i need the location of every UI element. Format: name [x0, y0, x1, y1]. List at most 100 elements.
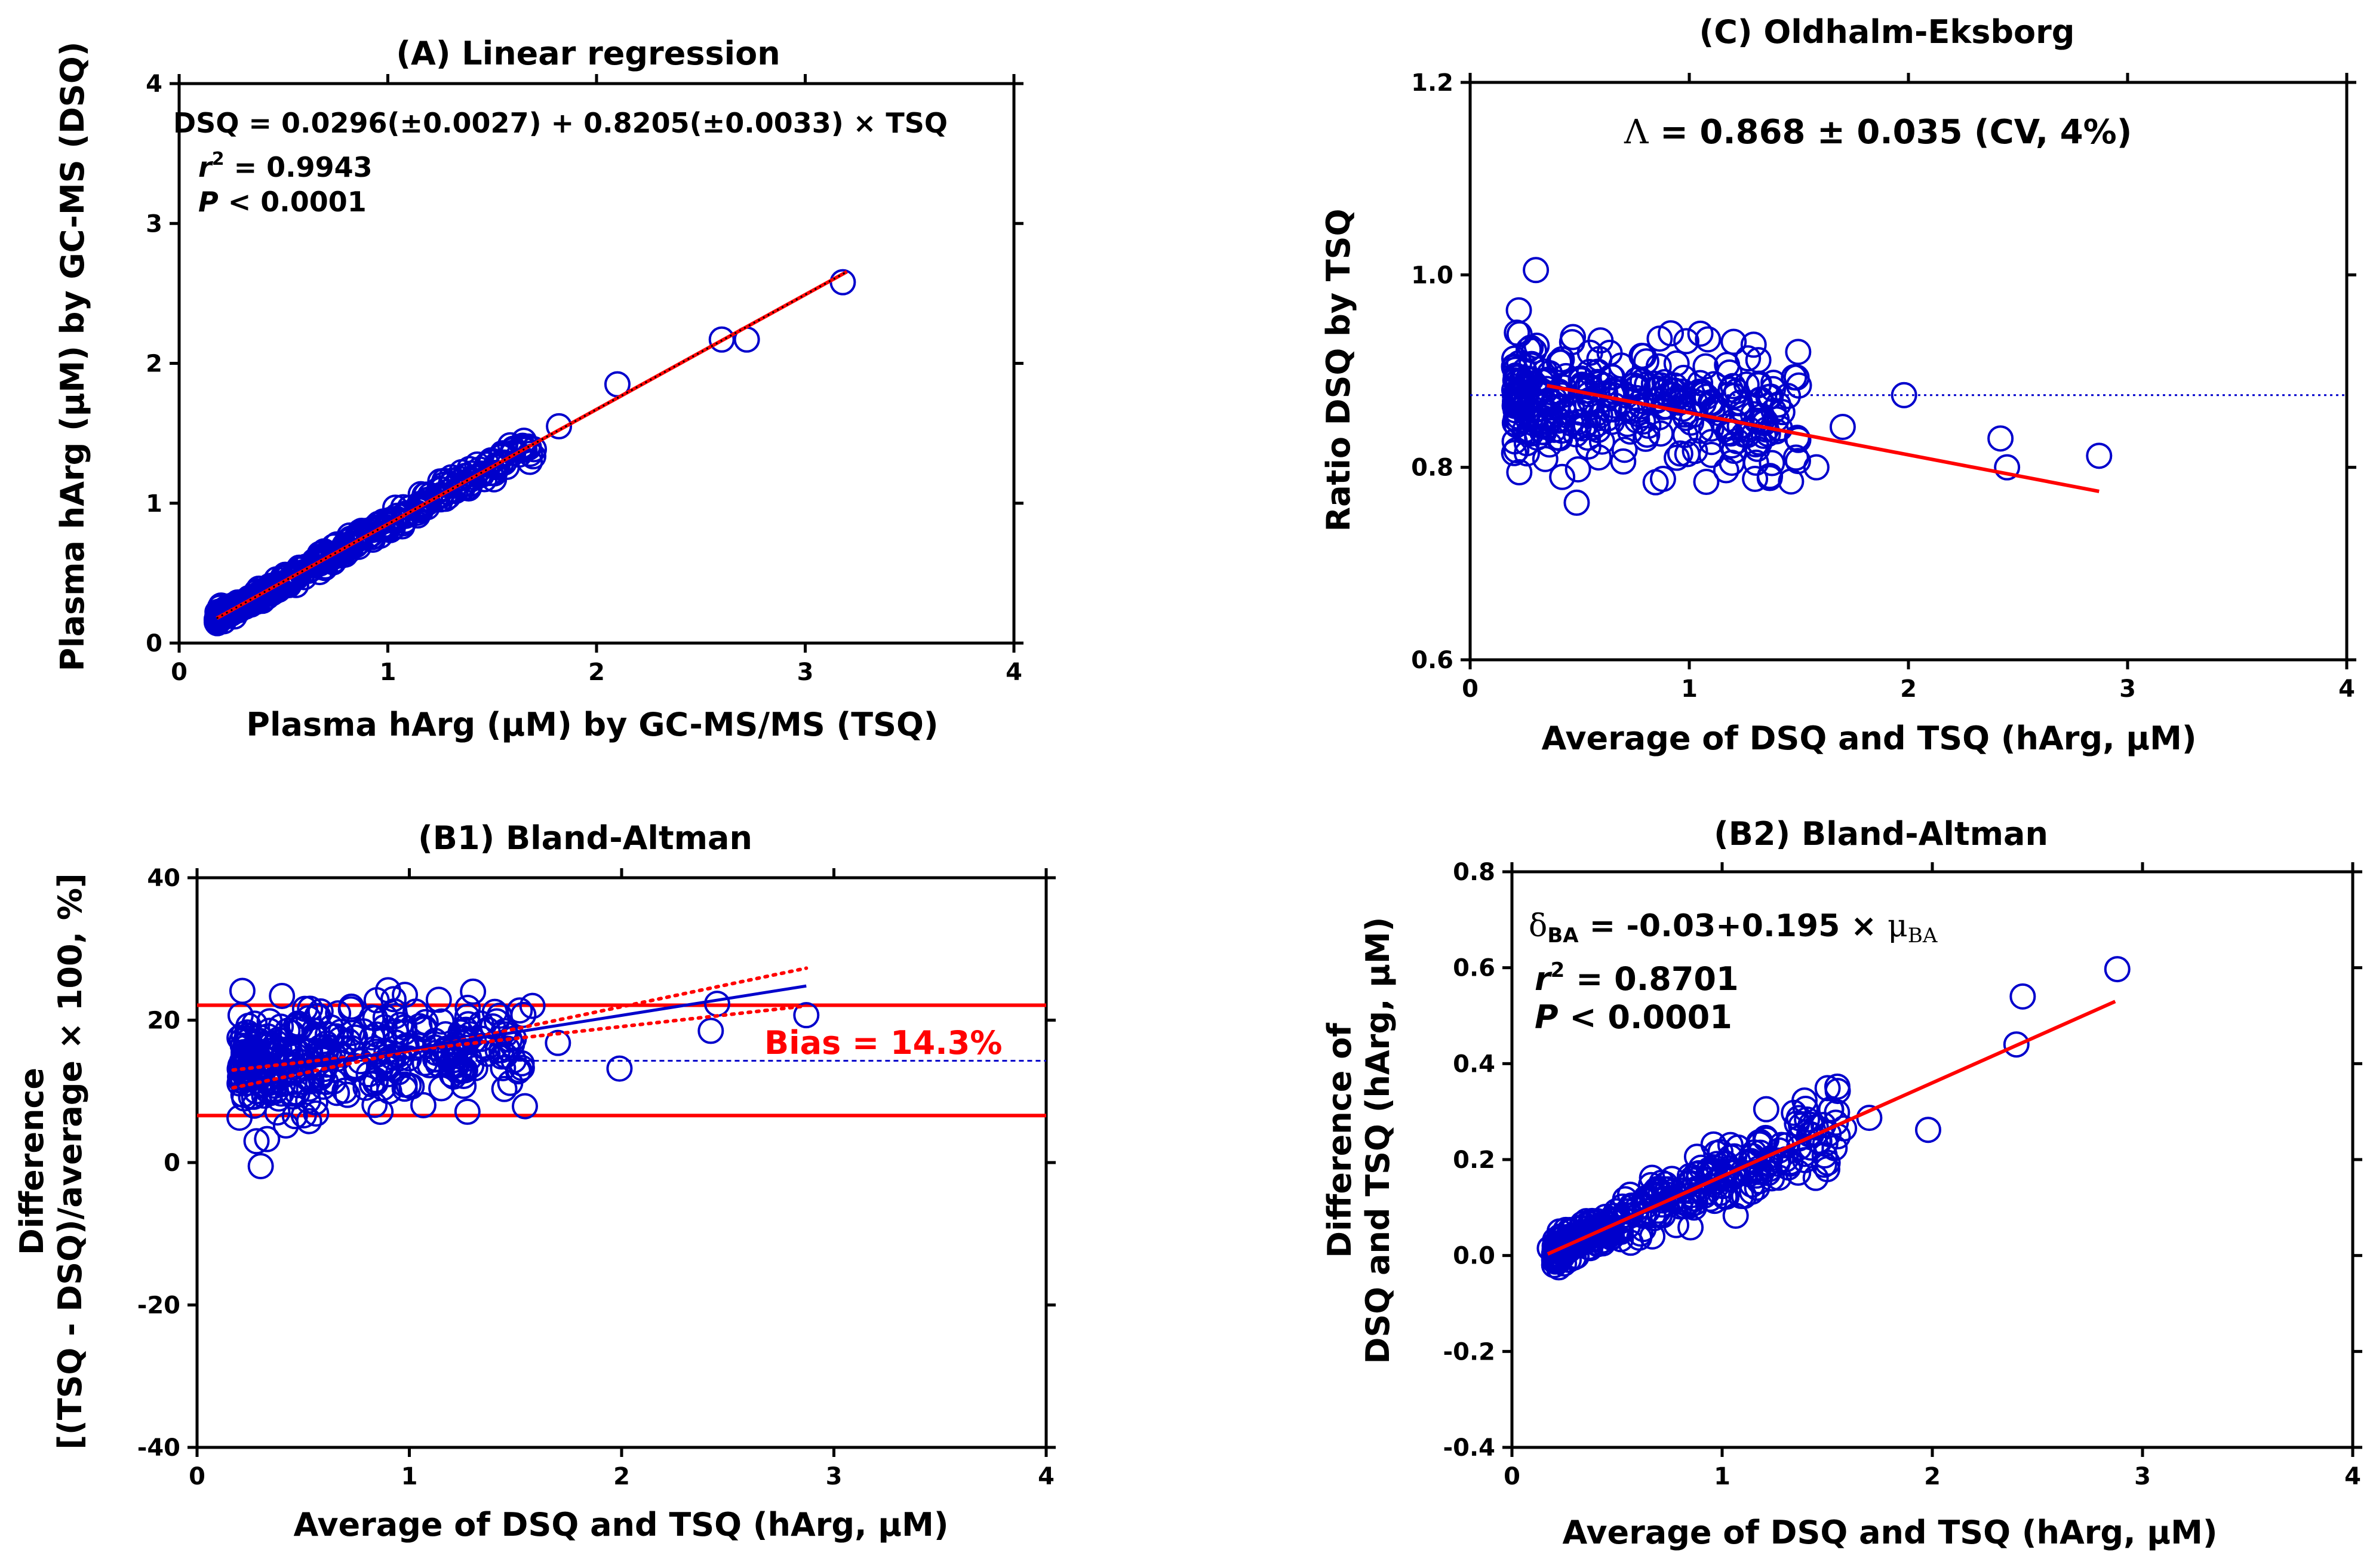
panel-b1-data-point [697, 1017, 724, 1044]
panel-b2-data-point [2009, 983, 2036, 1010]
panel-b1-data-point [278, 1019, 305, 1046]
panel-b1-data-point [391, 1014, 418, 1041]
panel-b1-data-point [793, 1002, 820, 1029]
panel-c-data-point [1785, 426, 1812, 453]
panel-c-data-point [1629, 368, 1656, 395]
panel-a-data-point [282, 561, 309, 588]
panel-c-data-point [1695, 326, 1722, 353]
panel-c-data-point [1532, 358, 1559, 385]
panel-c-data-point [1628, 343, 1655, 370]
panel-b1-x-tick-label: 4 [1038, 1463, 1055, 1490]
panel-b1-title: (B1) Bland-Altman [418, 819, 752, 857]
panel-c-y-tick-label: 1.0 [1411, 262, 1453, 289]
panel-b2-data-point [1745, 1155, 1772, 1182]
panel-c-data-point [1655, 382, 1682, 408]
panel-b1-data-point [261, 1042, 288, 1069]
panel-b1-data-point [506, 1057, 533, 1084]
panel-c-data-point [1687, 417, 1714, 444]
panel-b2-y-tick-label: 0.8 [1453, 859, 1495, 886]
panel-a-data-point [210, 599, 236, 626]
panel-c-data-point [1523, 333, 1550, 359]
panel-c-title: (C) Oldhalm-Eksborg [1699, 13, 2075, 51]
panel-c-regression-line [1546, 383, 2100, 493]
panel-b1-x-tick-label: 3 [826, 1463, 843, 1490]
panel-c-data-point [1785, 372, 1812, 399]
panel-b2-x-tick-label: 2 [1924, 1463, 1941, 1490]
panel-a-data-point [451, 470, 478, 497]
panel-b1-ci-lower-line [231, 1004, 809, 1072]
panel-b1-data-point [451, 1057, 478, 1084]
panel-c-data-point [1714, 352, 1741, 379]
panel-c-data-point [1544, 379, 1570, 405]
panel-c-data-point [1634, 371, 1661, 398]
panel-a-data-point [514, 434, 541, 461]
panel-b1-data-point [269, 982, 296, 1009]
panel-b1-data-point [395, 1045, 422, 1072]
panel-c-data-point [1987, 425, 2014, 452]
panel-b1-data-point [494, 1035, 521, 1062]
panel-a-x-tick-label: 4 [1006, 659, 1022, 686]
panel-b2-data-point [1627, 1220, 1654, 1247]
panel-c-data-point [1576, 339, 1603, 366]
panel-a-y-tick-label: 4 [146, 70, 162, 98]
panel-b1-data-point [454, 994, 481, 1021]
panel-a-data-point [392, 502, 419, 529]
panel-b1-regression-line [233, 984, 807, 1079]
panel-b2-data-point [1557, 1216, 1584, 1243]
panel-c-data-point [1635, 413, 1662, 439]
panel-b2-data-point [2003, 1031, 2030, 1058]
panel-b1-data-point [412, 1009, 439, 1035]
panel-b2-y-axis-label-line1: Difference of [1321, 1023, 1358, 1258]
panel-b1-data-point [303, 1100, 330, 1127]
panel-b1-x-tick-label: 1 [401, 1463, 418, 1490]
panel-c-data-point [1506, 459, 1533, 485]
panel-b2-data-point [1541, 1252, 1567, 1278]
panel-c-data-point [1549, 463, 1576, 490]
panel-b2-x-tick-label: 4 [2344, 1463, 2361, 1490]
panel-c-y-tick-label: 1.2 [1411, 69, 1453, 97]
panel-c-lambda-symbol: Λ [1624, 113, 1649, 152]
panel-b1-data-point [432, 1021, 459, 1048]
panel-b2-plot-area: 0 1 2 3 4 -0.4 -0.2 0.0 0.2 0.4 0.6 0.8 [1443, 859, 2362, 1490]
panel-b2-p-label: P [1535, 998, 1559, 1036]
panel-b1-x-tick-label: 2 [613, 1463, 630, 1490]
panel-c-data-point [1692, 353, 1719, 380]
panel-c-data-point [1645, 353, 1672, 380]
panel-b1-data-point [398, 1073, 425, 1100]
panel-b2-data-point [1814, 1075, 1841, 1102]
panel-b1-data-point [229, 977, 256, 1004]
panel-b1-data-point [374, 977, 401, 1004]
panel-b1-data-point [450, 1072, 477, 1099]
panel-b1-data-point [545, 1029, 571, 1056]
panel-a-title: (A) Linear regression [396, 35, 780, 72]
panel-b2-data-point [1766, 1137, 1793, 1164]
panel-b1-data-point [243, 1128, 270, 1155]
panel-b1-data-point [334, 1081, 361, 1108]
panel-a-data-point [311, 555, 338, 582]
panel-b1-data-point [226, 1104, 253, 1131]
panel-b1-data-point [254, 1126, 281, 1152]
panel-a-data-point [377, 506, 404, 533]
panel-b2-y-tick-label: 0.4 [1453, 1050, 1495, 1078]
panel-b1-data-point [491, 1075, 518, 1102]
panel-b1-x-tick-label: 0 [189, 1463, 205, 1490]
panel-a-data-point [255, 574, 282, 601]
panel-b1-data-point [270, 1071, 297, 1097]
panel-c-data-point [1760, 397, 1787, 424]
panel-c-y-tick-label: 0.6 [1411, 647, 1453, 674]
panel-b1-data-point [425, 986, 452, 1013]
panel-c-data-point [1994, 454, 2021, 481]
panel-c-data-point [1829, 413, 1856, 440]
panel-c-data-point [1674, 441, 1701, 468]
panel-c-data-point [1693, 469, 1720, 496]
panel-a-data-point [299, 555, 325, 582]
panel-a-r2-value: = 0.9943 [225, 151, 373, 183]
panel-b2-x-tick-label: 3 [2134, 1463, 2151, 1490]
panel-b2-data-point [1811, 1142, 1838, 1169]
panel-b2-data-point [1824, 1078, 1851, 1105]
panel-a-data-point [257, 577, 284, 604]
panel-c-data-point [1686, 379, 1713, 405]
panel-c-data-point [1559, 328, 1585, 355]
panel-a-r2-annotation: r2 = 0.9943 [198, 149, 373, 183]
panel-b1-data-point [428, 1075, 455, 1102]
